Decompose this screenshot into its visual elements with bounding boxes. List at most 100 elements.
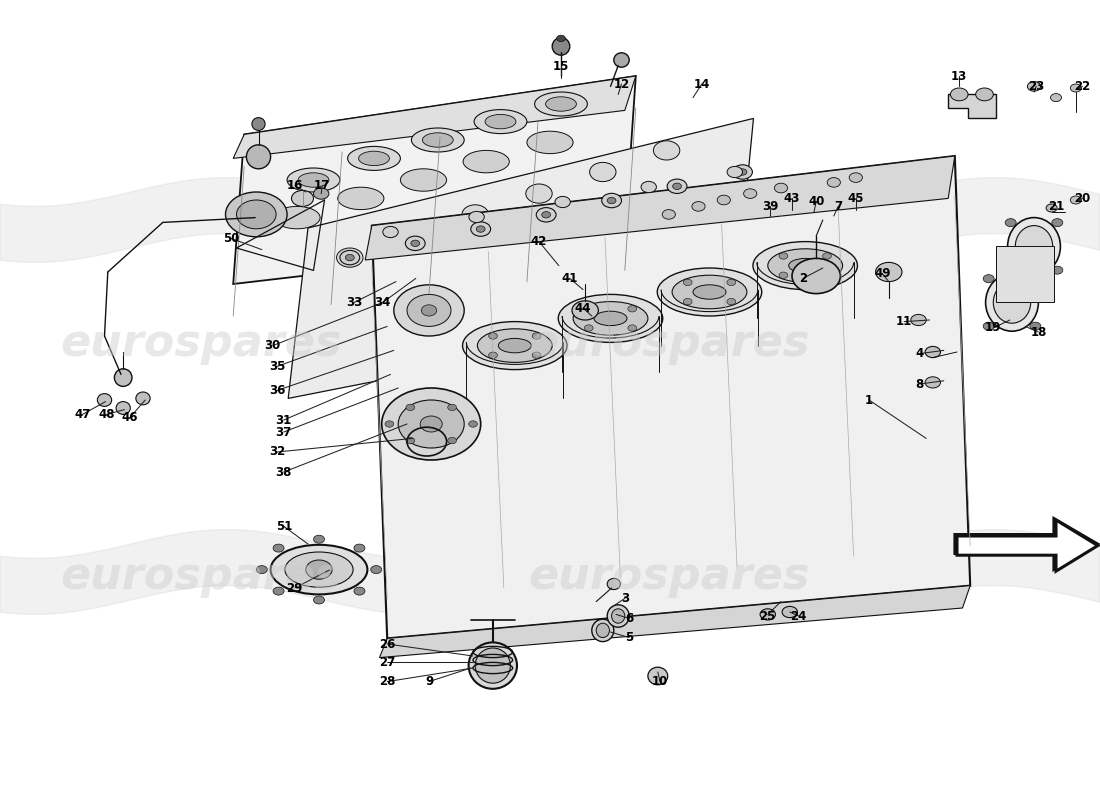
Circle shape [557,35,565,42]
Circle shape [607,198,616,204]
Polygon shape [288,118,754,398]
Circle shape [1030,274,1041,282]
Circle shape [337,248,363,267]
Circle shape [314,188,329,199]
Text: eurospares: eurospares [60,322,342,366]
Ellipse shape [252,118,265,130]
Text: 21: 21 [1048,200,1064,213]
Circle shape [782,606,797,618]
Text: 43: 43 [784,192,800,205]
Text: 18: 18 [1031,326,1046,338]
Ellipse shape [287,168,340,192]
Circle shape [385,421,394,427]
Ellipse shape [97,394,112,406]
Circle shape [823,272,832,278]
Text: 28: 28 [379,675,395,688]
Text: 46: 46 [121,411,138,424]
Circle shape [738,169,747,175]
Circle shape [405,236,425,250]
Circle shape [774,183,788,193]
Circle shape [406,438,415,444]
Circle shape [584,325,593,331]
Text: 44: 44 [574,302,592,314]
Circle shape [556,196,571,208]
Polygon shape [955,518,1098,570]
Text: 22: 22 [1075,80,1090,93]
Text: 2: 2 [799,272,807,285]
Circle shape [584,306,593,312]
Ellipse shape [422,133,453,147]
Text: 41: 41 [562,272,578,285]
Text: 13: 13 [952,70,967,82]
Polygon shape [955,538,1054,550]
Ellipse shape [594,311,627,326]
Ellipse shape [485,114,516,129]
Circle shape [532,352,541,358]
Text: 33: 33 [346,296,362,309]
Text: 47: 47 [75,408,90,421]
Circle shape [394,285,464,336]
Text: 45: 45 [848,192,865,205]
Text: 24: 24 [791,610,806,622]
Ellipse shape [298,173,329,187]
Polygon shape [365,156,955,260]
Circle shape [667,179,686,194]
Ellipse shape [535,92,587,116]
Circle shape [526,184,552,203]
Ellipse shape [789,258,822,273]
Circle shape [727,279,736,286]
Ellipse shape [469,642,517,689]
Circle shape [1027,82,1041,91]
Polygon shape [948,94,996,118]
Text: 20: 20 [1075,192,1090,205]
Circle shape [572,301,598,320]
Ellipse shape [285,552,353,587]
Circle shape [983,274,994,282]
Text: 6: 6 [625,612,634,625]
Circle shape [340,250,360,265]
Circle shape [236,200,276,229]
Circle shape [792,258,840,294]
Text: 34: 34 [375,296,390,309]
Text: 9: 9 [425,675,433,688]
Text: 10: 10 [652,675,668,688]
Ellipse shape [463,150,509,173]
Text: 27: 27 [379,656,395,669]
Text: 7: 7 [834,200,843,213]
Ellipse shape [607,605,629,627]
Ellipse shape [1015,226,1053,267]
Circle shape [420,416,442,432]
Circle shape [950,88,968,101]
Circle shape [256,566,267,574]
Circle shape [760,609,775,620]
Text: 14: 14 [694,78,710,90]
Ellipse shape [768,249,843,282]
Circle shape [448,438,456,444]
Text: 35: 35 [270,360,285,373]
Circle shape [226,192,287,237]
Text: 11: 11 [896,315,912,328]
Circle shape [314,596,324,604]
Ellipse shape [614,53,629,67]
Circle shape [744,189,757,198]
Polygon shape [957,520,1098,571]
Ellipse shape [546,97,576,111]
Text: 19: 19 [986,322,1001,334]
Circle shape [532,333,541,339]
Ellipse shape [348,146,400,170]
Ellipse shape [411,128,464,152]
Circle shape [983,322,994,330]
Ellipse shape [607,578,620,590]
Circle shape [421,305,437,316]
Circle shape [398,400,464,448]
Text: eurospares: eurospares [60,554,342,598]
Ellipse shape [648,667,668,685]
Text: eurospares: eurospares [528,322,810,366]
Circle shape [488,333,497,339]
Circle shape [692,202,705,211]
Text: 26: 26 [379,638,395,650]
Ellipse shape [573,302,648,335]
Circle shape [779,272,788,278]
Ellipse shape [114,369,132,386]
Text: 48: 48 [99,408,114,421]
